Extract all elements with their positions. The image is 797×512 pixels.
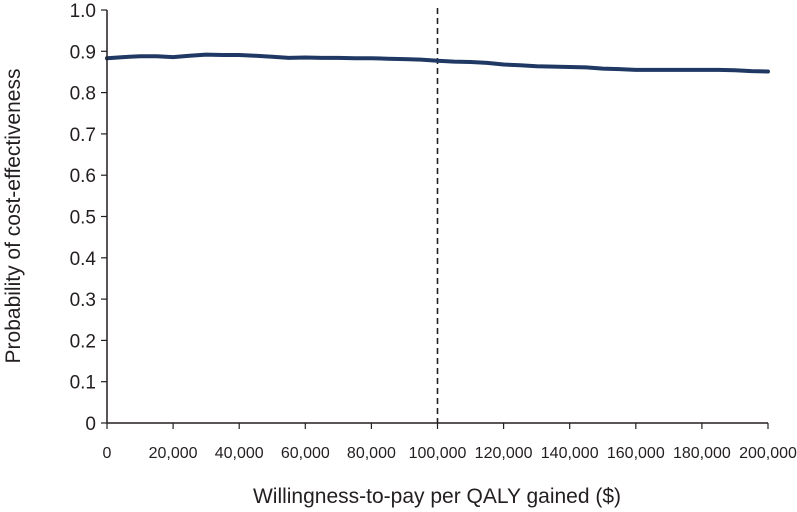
y-tick-label: 0.3: [70, 290, 96, 311]
y-tick-label: 0.6: [70, 166, 96, 187]
y-tick-label: 0.8: [70, 84, 96, 105]
y-tick-label: 1.0: [70, 1, 96, 22]
y-tick-label: 0.7: [70, 125, 96, 146]
x-tick-label: 100,000: [409, 445, 467, 462]
y-tick-label: 0.4: [70, 249, 97, 270]
x-tick-label: 60,000: [281, 445, 330, 462]
x-tick-label: 120,000: [475, 445, 533, 462]
x-axis-title: Willingness-to-pay per QALY gained ($): [253, 485, 621, 508]
y-tick-label: 0.1: [70, 373, 96, 394]
x-tick-label: 0: [103, 445, 112, 462]
y-tick-label: 0.2: [70, 331, 96, 352]
x-tick-label: 180,000: [673, 445, 731, 462]
x-tick-label: 160,000: [607, 445, 665, 462]
series-line: [105, 52, 770, 74]
x-tick-label: 20,000: [149, 445, 198, 462]
x-tick-label: 40,000: [215, 445, 264, 462]
x-tick-label: 200,000: [739, 445, 797, 462]
y-tick-label: 0: [85, 414, 96, 435]
x-tick-label: 140,000: [541, 445, 599, 462]
y-tick-label: 0.5: [70, 208, 96, 229]
y-tick-label: 0.9: [70, 42, 96, 63]
y-axis-title: Probability of cost-effectiveness: [2, 69, 25, 364]
x-tick-label: 80,000: [347, 445, 396, 462]
